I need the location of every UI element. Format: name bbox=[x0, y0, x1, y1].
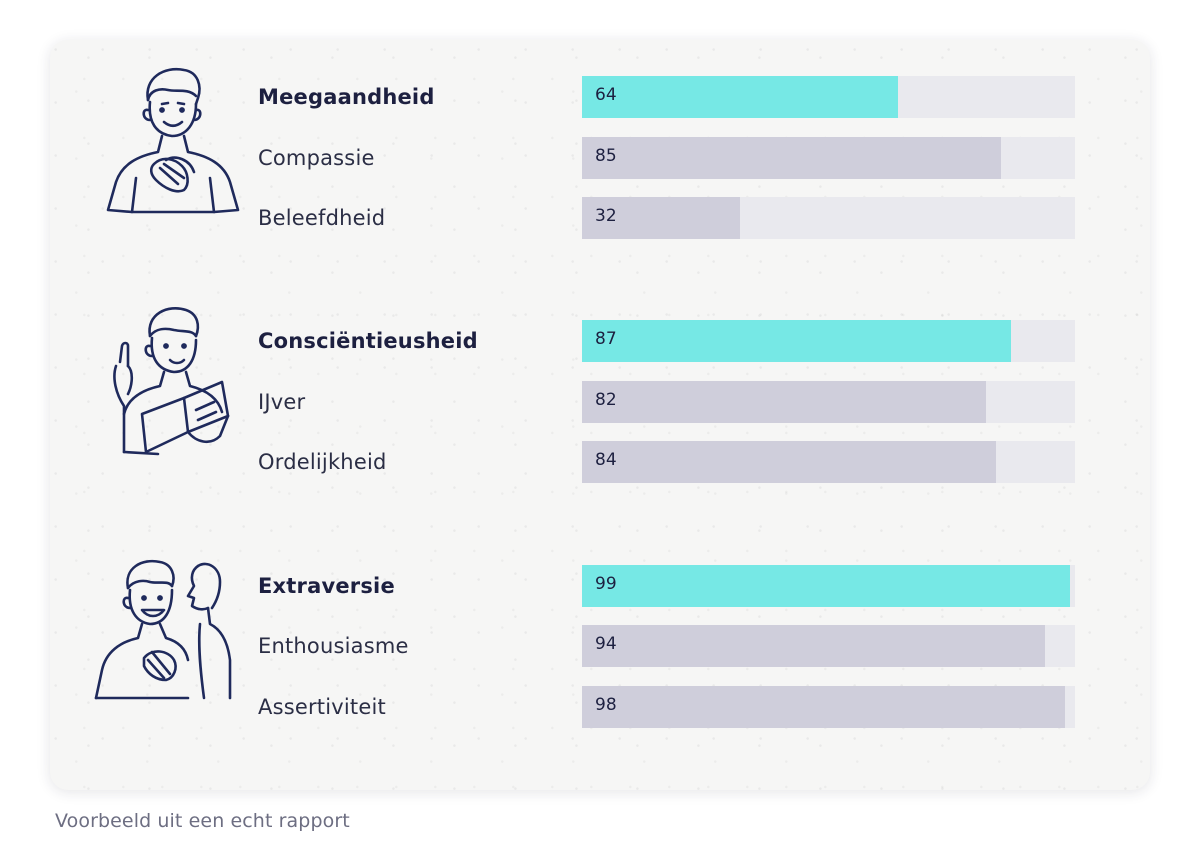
bar-row-ijver: IJver 82 bbox=[50, 381, 1150, 423]
bar-fill bbox=[582, 625, 1045, 667]
bar-row-beleefdheid: Beleefdheid 32 bbox=[50, 197, 1150, 239]
bar-label: IJver bbox=[258, 390, 306, 414]
bar-value: 64 bbox=[595, 85, 617, 105]
bar-value: 99 bbox=[595, 574, 617, 594]
bar-row-consci-ntieusheid: Consciëntieusheid 87 bbox=[50, 320, 1150, 362]
bar-fill bbox=[582, 565, 1070, 607]
bar-fill bbox=[582, 381, 986, 423]
person-hands-on-heart-icon bbox=[98, 60, 248, 230]
bar-label: Extraversie bbox=[258, 574, 395, 598]
bar-row-compassie: Compassie 85 bbox=[50, 137, 1150, 179]
bar-value: 84 bbox=[595, 450, 617, 470]
report-card: Meegaandheid 64 Compassie 85 Beleefdheid… bbox=[50, 40, 1150, 790]
bar-track: 99 bbox=[582, 565, 1075, 607]
bar-track: 87 bbox=[582, 320, 1075, 362]
bar-track: 94 bbox=[582, 625, 1075, 667]
bar-label: Consciëntieusheid bbox=[258, 329, 478, 353]
bar-track: 32 bbox=[582, 197, 1075, 239]
bar-label: Beleefdheid bbox=[258, 206, 386, 230]
bar-track: 84 bbox=[582, 441, 1075, 483]
bar-value: 32 bbox=[595, 206, 617, 226]
bar-value: 94 bbox=[595, 634, 617, 654]
bar-track: 85 bbox=[582, 137, 1075, 179]
bar-label: Meegaandheid bbox=[258, 85, 435, 109]
bar-label: Enthousiasme bbox=[258, 634, 409, 658]
bar-track: 82 bbox=[582, 381, 1075, 423]
bar-label: Compassie bbox=[258, 146, 375, 170]
person-reading-book-icon bbox=[98, 302, 248, 472]
bar-fill bbox=[582, 197, 740, 239]
bar-fill bbox=[582, 76, 898, 118]
bar-row-enthousiasme: Enthousiasme 94 bbox=[50, 625, 1150, 667]
people-talking-icon bbox=[88, 548, 238, 718]
bar-fill bbox=[582, 441, 996, 483]
bar-fill bbox=[582, 320, 1011, 362]
bar-fill bbox=[582, 686, 1065, 728]
bar-value: 98 bbox=[595, 695, 617, 715]
bar-row-assertiviteit: Assertiviteit 98 bbox=[50, 686, 1150, 728]
bar-value: 82 bbox=[595, 390, 617, 410]
bar-row-extraversie: Extraversie 99 bbox=[50, 565, 1150, 607]
bar-fill bbox=[582, 137, 1001, 179]
bar-label: Ordelijkheid bbox=[258, 450, 387, 474]
bar-row-ordelijkheid: Ordelijkheid 84 bbox=[50, 441, 1150, 483]
bar-label: Assertiviteit bbox=[258, 695, 386, 719]
bar-row-meegaandheid: Meegaandheid 64 bbox=[50, 76, 1150, 118]
bar-track: 64 bbox=[582, 76, 1075, 118]
bar-track: 98 bbox=[582, 686, 1075, 728]
report-caption: Voorbeeld uit een echt rapport bbox=[55, 810, 350, 832]
bar-value: 87 bbox=[595, 329, 617, 349]
bar-value: 85 bbox=[595, 146, 617, 166]
